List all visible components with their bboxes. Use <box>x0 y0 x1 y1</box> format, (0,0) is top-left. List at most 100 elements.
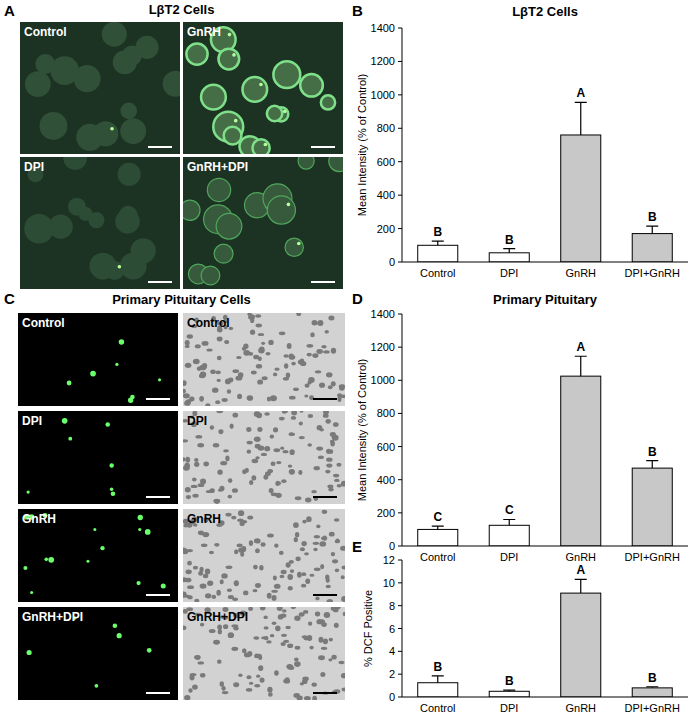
cell <box>325 419 330 424</box>
cell <box>264 615 268 619</box>
cell <box>271 590 278 593</box>
cell <box>223 624 228 629</box>
cell <box>193 359 200 364</box>
cell <box>232 413 238 418</box>
cell <box>206 490 213 493</box>
cell <box>225 513 231 517</box>
y-tick-label: 400 <box>377 189 395 201</box>
cell <box>329 157 343 172</box>
cell <box>333 422 339 427</box>
cell <box>281 479 286 483</box>
cell <box>295 532 299 537</box>
cell <box>264 636 268 640</box>
cell <box>119 206 138 225</box>
cell <box>322 535 327 540</box>
cell <box>329 638 333 642</box>
cell <box>334 518 340 521</box>
cell <box>299 411 303 413</box>
cell <box>326 578 330 583</box>
significance-letter: B <box>648 210 657 224</box>
cell <box>250 330 255 335</box>
cell <box>288 464 293 467</box>
cell <box>235 376 242 381</box>
cell <box>120 102 137 119</box>
cell <box>260 677 265 682</box>
cell <box>334 623 339 628</box>
cell <box>254 411 261 417</box>
cell <box>341 596 345 602</box>
bars <box>418 579 673 697</box>
spot <box>138 528 141 531</box>
cell <box>331 552 335 556</box>
cell <box>120 118 146 144</box>
error-bar <box>575 356 587 376</box>
cell <box>217 356 222 361</box>
cell <box>255 583 261 588</box>
cell <box>269 488 274 493</box>
y-tick-label: 0 <box>389 540 395 552</box>
cell <box>200 372 206 378</box>
cell <box>287 574 293 580</box>
cell <box>305 498 312 503</box>
cell <box>340 546 345 551</box>
cell <box>191 485 198 488</box>
cell <box>201 266 220 285</box>
cell <box>274 368 279 371</box>
y-tick-label: 600 <box>377 156 395 168</box>
cell <box>259 346 264 351</box>
cell <box>309 646 313 650</box>
y-tick <box>398 94 402 95</box>
image-label: GnRH+DPI <box>187 160 248 174</box>
cell <box>237 544 243 548</box>
cell <box>291 362 296 366</box>
y-tick <box>398 512 402 513</box>
cell <box>326 463 332 467</box>
cell <box>302 635 308 638</box>
micrograph <box>18 313 178 406</box>
spot <box>118 265 122 269</box>
y-tick <box>398 28 402 29</box>
cell <box>301 584 306 588</box>
cells <box>67 339 161 403</box>
cell <box>288 586 293 590</box>
cell <box>339 384 345 388</box>
cell <box>216 590 221 596</box>
cell <box>327 599 333 602</box>
cell <box>288 433 294 436</box>
spot <box>68 437 72 441</box>
cell <box>325 330 329 334</box>
cell <box>118 163 141 186</box>
image-label: GnRH <box>187 25 221 39</box>
cell <box>272 622 277 625</box>
scale-bar <box>148 146 172 148</box>
cell <box>291 411 297 416</box>
cell <box>311 490 317 493</box>
y-tick-label: 800 <box>377 122 395 134</box>
cell <box>273 576 277 581</box>
y-tick-label: 200 <box>377 223 395 235</box>
cell <box>317 321 323 325</box>
cell <box>343 612 345 616</box>
spot <box>110 488 113 491</box>
cell <box>205 593 212 598</box>
cell <box>319 541 326 546</box>
spot <box>90 371 96 377</box>
cell <box>228 495 233 499</box>
spot <box>62 418 68 424</box>
cell <box>338 661 344 664</box>
cell <box>330 441 335 447</box>
error-bar <box>646 226 658 234</box>
bar <box>632 468 672 546</box>
cell <box>245 468 249 473</box>
cell <box>331 607 337 611</box>
cell <box>277 607 283 611</box>
cell <box>268 692 273 696</box>
cell <box>315 597 319 601</box>
error-bar <box>575 102 587 135</box>
y-tick-label: 1000 <box>371 89 395 101</box>
cell <box>220 681 224 687</box>
significance-letter: B <box>648 445 657 459</box>
cell <box>300 74 323 97</box>
cell <box>197 443 204 448</box>
cell <box>185 363 192 368</box>
